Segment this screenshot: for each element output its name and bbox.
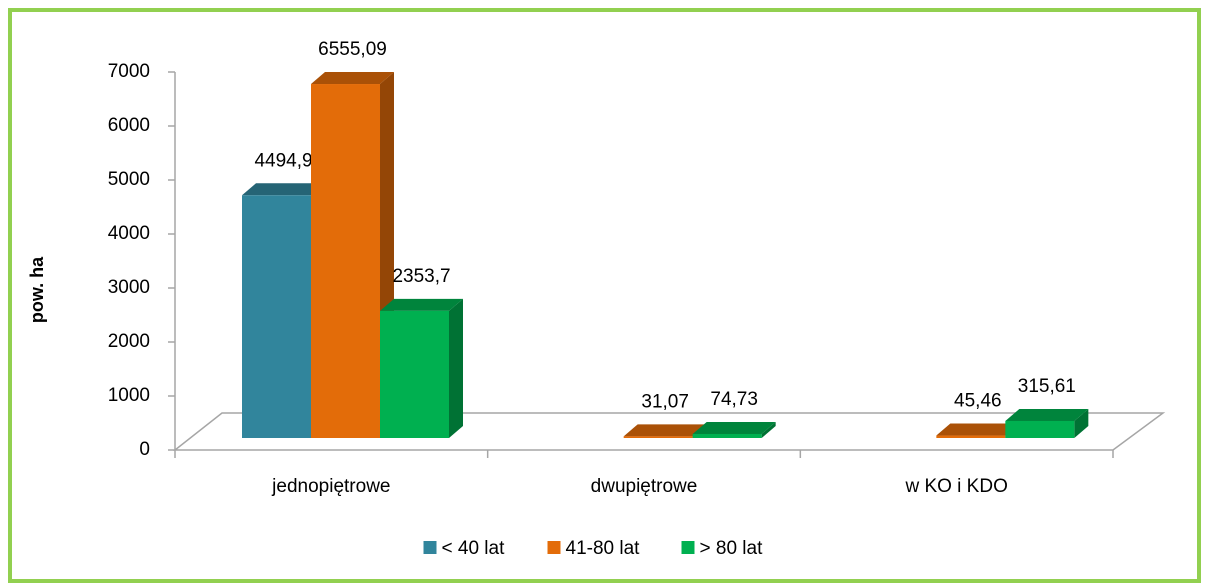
x-tick-label: jednopiętrowe <box>271 476 390 497</box>
y-tick-label: 1000 <box>108 385 150 406</box>
bar-side <box>449 298 463 438</box>
legend-label: < 40 lat <box>442 538 506 559</box>
y-tick-label: 0 <box>139 439 150 460</box>
value-label: 4494,9 <box>254 150 312 171</box>
bar-top <box>692 421 776 434</box>
value-label: 45,46 <box>954 391 1002 412</box>
legend-label: > 80 lat <box>700 538 764 559</box>
bar-side <box>1074 408 1089 438</box>
y-tick-label: 6000 <box>108 115 150 136</box>
bar-front <box>623 436 693 438</box>
bar-front <box>242 195 311 438</box>
bar-top <box>623 424 707 437</box>
legend-swatch <box>423 541 437 554</box>
bar-front <box>936 435 1006 438</box>
bar-front <box>692 433 762 438</box>
bar-top <box>242 183 325 196</box>
bar <box>692 421 776 438</box>
y-tick-label: 3000 <box>108 277 150 298</box>
bar <box>311 72 394 438</box>
y-tick-label: 2000 <box>108 331 150 352</box>
bar-side <box>761 421 776 438</box>
chart-border <box>8 8 1201 583</box>
bar-top <box>380 298 463 311</box>
bar-top <box>936 423 1020 436</box>
value-label: 6555,09 <box>318 39 387 60</box>
value-label: 2353,7 <box>392 266 450 287</box>
bar-front <box>380 310 449 438</box>
x-tick-label: dwupiętrowe <box>591 476 698 497</box>
y-tick-label: 5000 <box>108 169 150 190</box>
bar <box>1005 408 1089 438</box>
y-axis-label: pow. ha <box>27 256 47 323</box>
y-tick-label: 4000 <box>108 223 150 244</box>
value-label: 74,73 <box>710 389 758 410</box>
legend-swatch <box>547 541 561 554</box>
value-label: 31,07 <box>641 391 689 412</box>
bar <box>380 298 463 438</box>
bar-front <box>311 84 380 438</box>
value-label: 315,61 <box>1018 376 1076 397</box>
bar-top <box>311 72 394 85</box>
legend-swatch <box>681 541 695 554</box>
x-tick-label: w KO i KDO <box>904 476 1007 497</box>
legend-label: 41-80 lat <box>566 538 641 559</box>
bar-top <box>1005 408 1089 421</box>
y-tick-label: 7000 <box>108 61 150 82</box>
bar-front <box>1005 420 1075 438</box>
